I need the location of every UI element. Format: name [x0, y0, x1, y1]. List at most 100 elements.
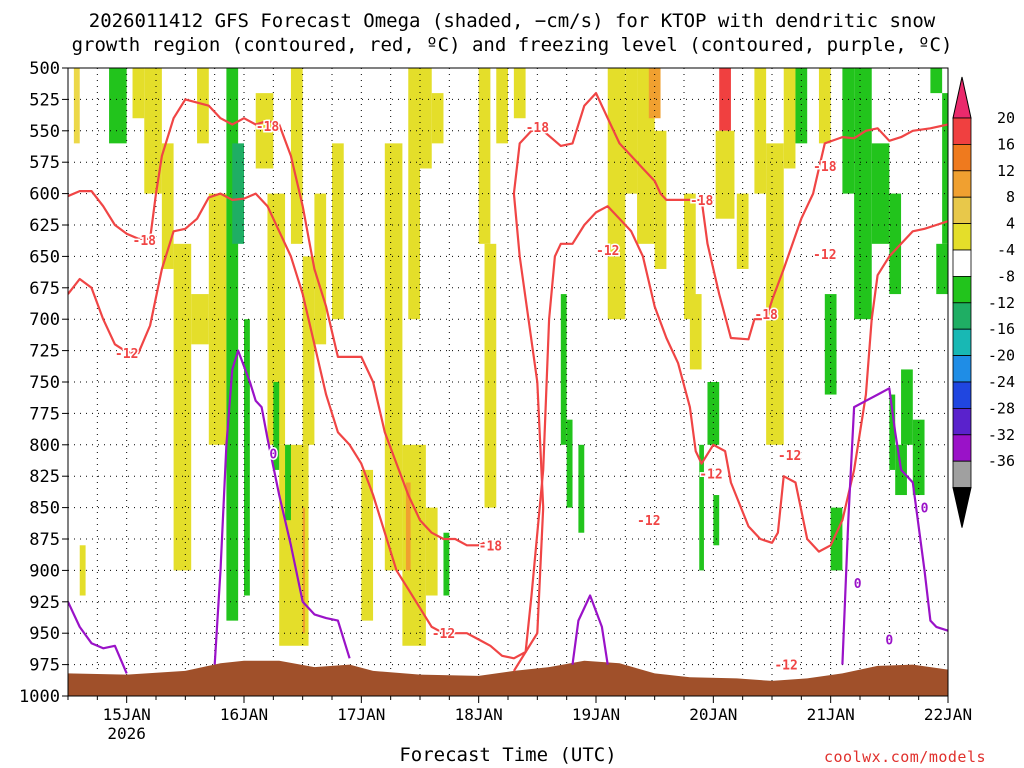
- x-tick-label-17JAN: 17JAN: [337, 705, 385, 724]
- omega-blob-53: [783, 68, 796, 169]
- omega-blob-54: [795, 68, 808, 144]
- y-tick-label-700: 700: [29, 310, 60, 330]
- y-tick-label-550: 550: [29, 122, 60, 142]
- contour-fz0d: [841, 387, 948, 665]
- omega-blob-22: [361, 469, 374, 621]
- y-tick-label-775: 775: [29, 404, 60, 424]
- omega-blob-17: [302, 507, 306, 634]
- y-tick-label-575: 575: [29, 153, 60, 173]
- contour-fz0: [68, 601, 128, 674]
- contour-label-8: -12: [637, 514, 660, 529]
- x-tick-label-21JAN: 21JAN: [807, 705, 855, 724]
- omega-blob-47: [707, 382, 720, 445]
- omega-blob-45: [699, 444, 704, 571]
- contour-dgz-18: [68, 98, 485, 547]
- contour-label-14: -12: [813, 248, 836, 263]
- contour-label-7: -18: [690, 194, 714, 209]
- colorbar-label-8: -16: [988, 320, 1015, 338]
- colorbar-seg-13: [952, 434, 972, 462]
- omega-blob-51: [754, 68, 767, 194]
- contour-label-10: -18: [754, 308, 778, 323]
- contour-fz0b: [213, 349, 351, 665]
- contour-label-1: -12: [115, 347, 138, 362]
- y-tick-label-500: 500: [29, 59, 60, 79]
- omega-blob-27: [443, 532, 450, 596]
- omega-blob-12: [255, 93, 274, 169]
- omega-blob-39: [625, 68, 638, 194]
- omega-blob-5: [197, 68, 209, 144]
- omega-blob-38: [607, 68, 626, 320]
- colorbar-label-12: -32: [988, 426, 1015, 444]
- credit-text: coolwx.com/models: [824, 748, 987, 766]
- contour-dgz-12: [68, 192, 948, 660]
- x-tick-sublabel-15JAN: 2026: [107, 724, 146, 743]
- omega-blob-29: [420, 68, 432, 169]
- colorbar-seg-6: [952, 249, 972, 277]
- omega-blob-64: [930, 68, 943, 94]
- colorbar-seg-14: [952, 460, 972, 489]
- omega-blob-59: [871, 143, 890, 244]
- omega-blob-43: [684, 193, 696, 320]
- omega-blob-1: [79, 545, 86, 596]
- surface-terrain: [68, 660, 948, 696]
- omega-blob-48: [719, 68, 731, 131]
- omega-blob-21: [285, 444, 291, 521]
- y-tick-label-800: 800: [29, 436, 60, 456]
- colorbar-seg-7: [952, 275, 972, 304]
- colorbar-seg-10: [952, 355, 972, 383]
- omega-blob-65: [942, 93, 948, 244]
- omega-blob-28: [408, 68, 420, 320]
- colorbar-seg-11: [952, 381, 972, 409]
- omega-blob-46: [713, 495, 720, 546]
- contour-label-15: 0: [269, 448, 277, 463]
- terrain-fill: [68, 660, 948, 696]
- omega-blob-37: [578, 444, 585, 533]
- omega-blob-61: [901, 369, 913, 445]
- x-tick-label-22JAN: 22JAN: [924, 705, 972, 724]
- y-tick-label-875: 875: [29, 530, 60, 550]
- colorbar-label-13: -36: [988, 452, 1015, 470]
- y-tick-label-525: 525: [29, 90, 60, 110]
- y-tick-label-675: 675: [29, 279, 60, 299]
- temperature-contours: [68, 92, 948, 674]
- omega-blob-0: [109, 68, 127, 144]
- x-tick-label-15JAN: 15JAN: [103, 705, 151, 724]
- y-tick-label-850: 850: [29, 499, 60, 519]
- omega-blob-25: [405, 482, 411, 571]
- contour-label-12: -12: [774, 659, 797, 674]
- contour-label-6: -12: [596, 244, 619, 259]
- y-tick-label-750: 750: [29, 373, 60, 393]
- colorbar-seg-2: [952, 143, 972, 172]
- y-tick-label-825: 825: [29, 467, 60, 487]
- contour-fz0c: [571, 594, 609, 665]
- omega-blob-8: [208, 193, 227, 445]
- omega-blob-26: [425, 507, 438, 596]
- omega-blob-58: [854, 68, 872, 320]
- omega-blob-13: [267, 193, 286, 445]
- omega-blob-33: [496, 68, 508, 144]
- omega-blob-24: [402, 444, 426, 646]
- y-tick-label-625: 625: [29, 216, 60, 236]
- x-axis-label: Forecast Time (UTC): [399, 744, 617, 766]
- colorbar-label-6: -8: [997, 267, 1015, 285]
- omega-blob-69: [73, 68, 80, 144]
- omega-blob-19: [332, 143, 344, 320]
- omega-blob-49: [715, 130, 735, 219]
- omega-blob-34: [513, 68, 526, 119]
- contour-label-13: -18: [813, 160, 837, 175]
- omega-blob-10: [232, 143, 244, 244]
- omega-blob-6: [173, 243, 192, 571]
- omega-blob-14: [290, 68, 303, 244]
- omega-blob-66: [936, 243, 948, 295]
- contour-label-3: -18: [479, 539, 503, 554]
- omega-blob-11: [244, 319, 250, 596]
- omega-blob-60: [889, 193, 902, 295]
- contour-label-17: 0: [854, 577, 862, 592]
- colorbar-label-4: 4: [1006, 215, 1015, 233]
- omega-blob-36: [566, 419, 573, 508]
- colorbar-seg-1: [952, 117, 972, 145]
- omega-blob-44: [689, 294, 702, 370]
- colorbar-label-1: 16: [997, 135, 1015, 153]
- contour-label-11: -12: [778, 449, 801, 464]
